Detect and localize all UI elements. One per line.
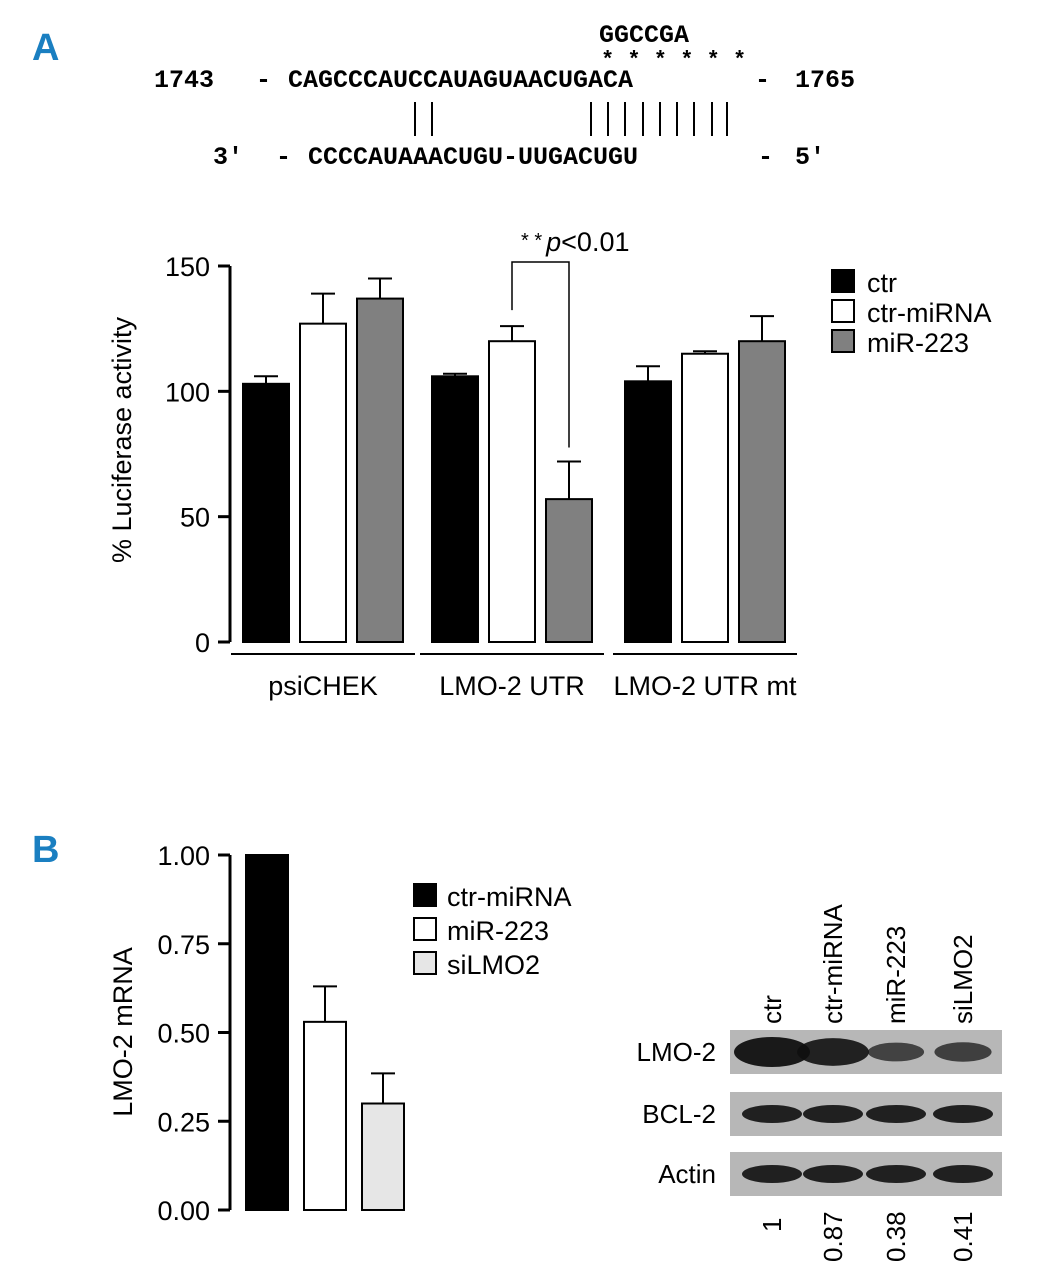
blot-band-lmo-2-ctr	[734, 1037, 810, 1067]
bar-lmo-2-utr-mt-ctr	[624, 380, 672, 643]
quant-value: 0.41	[948, 1211, 978, 1262]
lane-label-mir-223: miR-223	[881, 926, 911, 1024]
bar-psichek-ctr	[242, 382, 290, 643]
lane-label-ctr-mirna: ctr-miRNA	[818, 903, 848, 1024]
mirna-5prime: 5′	[795, 143, 825, 172]
blot-band-lmo-2-mir-223	[867, 1042, 925, 1062]
lane-label-silmo2: siLMO2	[948, 934, 978, 1024]
blot-row-label-lmo-2: LMO-2	[637, 1037, 716, 1067]
luciferase-y-label: % Luciferase activity	[107, 316, 137, 563]
mutation-stars: * * * * * *	[601, 48, 746, 73]
significance-p: p	[545, 227, 561, 257]
blot-band-bcl-2-silmo2	[933, 1105, 993, 1123]
y-tick-label: 0.25	[157, 1107, 210, 1137]
blot-band-bcl-2-ctr-mirna	[803, 1105, 863, 1123]
target-end-position: 1765	[795, 66, 855, 95]
y-tick-label: 0.75	[157, 930, 210, 960]
significance-annotation: * * p<0.01	[511, 227, 629, 448]
significance-threshold: <0.01	[561, 227, 629, 257]
blot-band-lmo-2-silmo2	[934, 1042, 992, 1062]
y-tick-label: 0.50	[157, 1019, 210, 1049]
group-label-lmo-2-utr-mt: LMO-2 UTR mt	[613, 671, 797, 701]
bar-lmo-2-utr-ctr	[431, 375, 479, 643]
legend-label-ctr: ctr	[867, 268, 897, 298]
luciferase-chart: % Luciferase activity * * p<0.01 0 50 100 15…	[107, 227, 797, 701]
legend-label-silmo2: siLMO2	[447, 950, 540, 980]
y-tick-label: 1.00	[157, 841, 210, 871]
significance-bracket	[511, 261, 570, 448]
bar-ctr-mirna	[245, 854, 289, 1211]
y-tick-label: 0	[195, 628, 210, 658]
panel-a-label: A	[32, 27, 59, 69]
bar-silmo2	[361, 1102, 405, 1211]
bar-psichek-mir-223	[356, 297, 404, 643]
mirna-sequence: CCCCAUAAACUGU-UUGACUGU	[308, 143, 638, 172]
legend-swatch-ctr-mirna	[831, 299, 855, 323]
blot-band-actin-ctr-mirna	[803, 1165, 863, 1183]
legend-label-ctr-mirna: ctr-miRNA	[867, 298, 991, 328]
panel-b-label: B	[32, 829, 59, 871]
significance-stars: * *	[521, 230, 542, 252]
legend-swatch-ctr	[831, 269, 855, 293]
quant-value: 0.38	[881, 1211, 911, 1262]
legend-label-ctr-mirna: ctr-miRNA	[447, 882, 571, 912]
target-dash-right: -	[755, 66, 770, 95]
legend-swatch-mir-223	[831, 329, 855, 353]
bar-lmo-2-utr-mt-ctr-mirna	[681, 352, 729, 643]
y-tick-label: 100	[165, 377, 210, 407]
target-start-position: 1743	[154, 66, 214, 95]
bar-lmo-2-utr-mir-223	[545, 498, 593, 643]
legend-swatch-silmo2	[413, 951, 437, 975]
lmo2-y-label: LMO-2 mRNA	[108, 947, 138, 1117]
blot-band-actin-mir-223	[866, 1165, 926, 1183]
mirna-dash-left: -	[276, 143, 291, 172]
base-pair-lines	[414, 102, 728, 136]
blot-band-lmo-2-ctr-mirna	[797, 1038, 869, 1066]
lmo2-mrna-chart: LMO-2 mRNA 0.00 0.25 0.50 0.75 1.00	[108, 841, 405, 1226]
blot-row-label-actin: Actin	[658, 1159, 716, 1189]
lane-label-ctr: ctr	[757, 995, 787, 1024]
quant-value: 1	[757, 1218, 787, 1232]
y-tick-label: 150	[165, 252, 210, 282]
legend-label-mir-223: miR-223	[447, 916, 549, 946]
group-label-lmo-2-utr: LMO-2 UTR	[439, 671, 585, 701]
y-tick-label: 0.00	[157, 1196, 210, 1226]
blot-row-label-bcl-2: BCL-2	[642, 1099, 716, 1129]
mirna-dash-right: -	[758, 143, 773, 172]
quant-value: 0.87	[818, 1211, 848, 1262]
target-dash-left: -	[256, 66, 271, 95]
blot-band-actin-ctr	[742, 1165, 802, 1183]
legend-swatch-mir-223	[413, 917, 437, 941]
western-blot: ctr ctr-miRNA miR-223 siLMO2 LMO-2 BCL-2 Actin…	[637, 903, 1002, 1262]
blot-band-bcl-2-mir-223	[866, 1105, 926, 1123]
target-sequence: CAGCCCAUCCAUAGUAACUGACA	[288, 66, 633, 95]
bar-mir-223	[303, 1020, 347, 1211]
legend-swatch-ctr-mirna	[413, 883, 437, 907]
blot-band-actin-silmo2	[933, 1165, 993, 1183]
bar-lmo-2-utr-mt-mir-223	[738, 340, 786, 643]
mutation-sequence: GGCCGA	[599, 21, 689, 50]
mirna-3prime: 3′	[213, 143, 243, 172]
significance-text: * * p<0.01	[521, 227, 629, 257]
legend-label-mir-223: miR-223	[867, 328, 969, 358]
lmo2-legend: ctr-miRNA miR-223 siLMO2	[413, 882, 571, 980]
blot-band-bcl-2-ctr	[742, 1105, 802, 1123]
y-tick-label: 50	[180, 503, 210, 533]
bar-lmo-2-utr-ctr-mirna	[488, 340, 536, 643]
bar-psichek-ctr-mirna	[299, 322, 347, 643]
group-label-psichek: psiCHEK	[268, 671, 378, 701]
